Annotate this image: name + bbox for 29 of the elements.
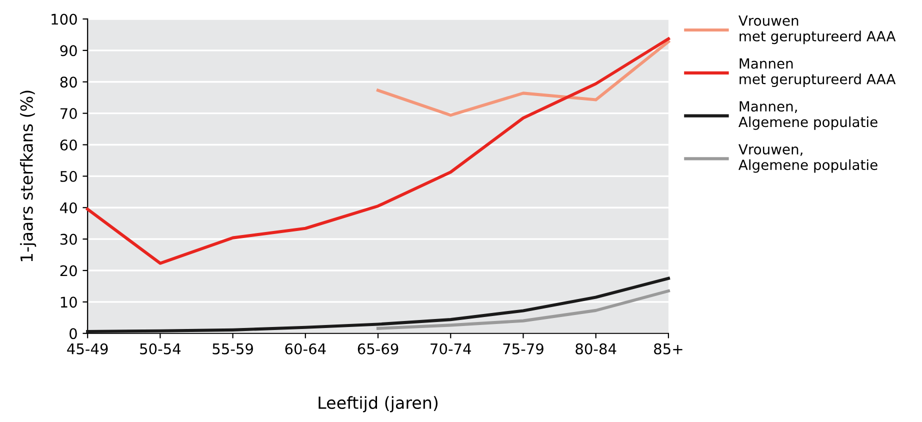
- legend-label: Mannen, Algemene populatie: [738, 101, 878, 130]
- y-tick-label: 60: [60, 139, 77, 150]
- y-axis-title: 1-jaars sterfkans (%): [20, 90, 36, 262]
- y-tick-label: 90: [60, 45, 77, 56]
- x-tick-label: 45-49: [67, 343, 108, 354]
- y-tick-label: 0: [70, 328, 77, 340]
- x-tick-label: 75-79: [503, 343, 544, 354]
- legend-label: Vrouwen, Algemene populatie: [738, 144, 878, 173]
- x-tick-label: 70-74: [430, 343, 471, 354]
- y-tick-label: 10: [60, 296, 77, 308]
- line-series: [376, 40, 670, 117]
- line-series: [376, 289, 670, 330]
- legend-label: Vrouwen met geruptureerd AAA: [738, 16, 896, 44]
- x-tick-label: 55-59: [212, 343, 253, 354]
- y-tick-label: 20: [60, 265, 77, 276]
- x-tick-label: 60-64: [285, 343, 326, 354]
- x-tick-label: 85+: [654, 343, 682, 354]
- legend-label: Mannen met geruptureerd AAA: [740, 58, 896, 87]
- y-tick-label: 50: [60, 170, 77, 182]
- y-tick-label: 30: [60, 234, 77, 245]
- x-tick-label: 50-54: [140, 343, 181, 354]
- line-series: [86, 37, 670, 265]
- x-axis-title: Leeftijd (jaren): [318, 396, 438, 412]
- x-tick-label: 80-84: [576, 343, 616, 354]
- y-tick-label: 70: [60, 108, 77, 120]
- y-tick-label: 80: [60, 76, 77, 88]
- y-tick-label: 100: [52, 14, 77, 25]
- x-tick-label: 65-69: [358, 343, 398, 354]
- y-tick-label: 40: [60, 202, 77, 214]
